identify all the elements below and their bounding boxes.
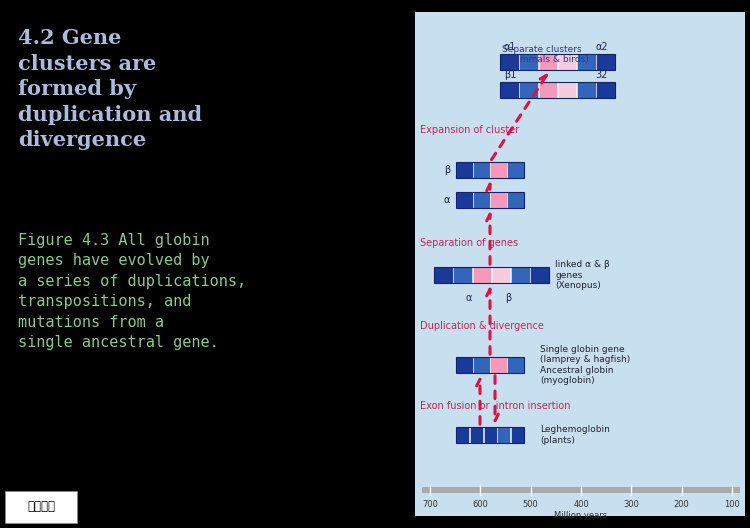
Bar (500, 54, 615, 70)
Bar (558, 82, 576, 98)
Bar (507, 192, 524, 208)
Bar (434, 267, 549, 283)
Bar (558, 54, 576, 70)
Text: 700: 700 (422, 500, 438, 509)
Bar (456, 162, 472, 178)
Bar (456, 192, 472, 208)
Bar (415, 12, 745, 516)
Text: α2: α2 (595, 42, 608, 52)
Text: Leghemoglobin
(plants): Leghemoglobin (plants) (540, 425, 610, 445)
Bar (500, 54, 519, 70)
Bar (507, 162, 524, 178)
Bar (456, 357, 524, 373)
Bar (456, 427, 470, 443)
Text: Single globin gene
(lamprey & hagfish)
Ancestral globin
(myoglobin): Single globin gene (lamprey & hagfish) A… (540, 345, 630, 385)
Bar (520, 82, 538, 98)
Text: α: α (465, 293, 472, 303)
Bar (507, 357, 524, 373)
Bar (497, 427, 510, 443)
Bar (456, 427, 524, 443)
Bar (500, 82, 615, 98)
Text: Million years: Million years (554, 511, 608, 520)
Bar (434, 267, 453, 283)
Bar (422, 487, 740, 493)
Text: β: β (444, 165, 450, 175)
Text: 清华大学: 清华大学 (27, 501, 55, 514)
Text: Expansion of cluster: Expansion of cluster (420, 125, 519, 135)
Bar (490, 192, 507, 208)
Bar (511, 267, 530, 283)
Text: 100: 100 (724, 500, 740, 509)
Bar (456, 357, 472, 373)
Text: 300: 300 (623, 500, 639, 509)
Text: 600: 600 (472, 500, 488, 509)
Bar (472, 267, 491, 283)
Text: 500: 500 (523, 500, 538, 509)
Bar (596, 82, 615, 98)
Bar (470, 427, 483, 443)
Text: Exon fusion or  intron insertion: Exon fusion or intron insertion (420, 401, 571, 411)
Bar (492, 267, 510, 283)
Text: 4.2 Gene
clusters are
formed by
duplication and
divergence: 4.2 Gene clusters are formed by duplicat… (18, 28, 203, 150)
Text: β: β (506, 293, 512, 303)
Bar (473, 357, 490, 373)
Text: Duplication & divergence: Duplication & divergence (420, 321, 544, 331)
Bar (456, 192, 524, 208)
Bar (500, 82, 519, 98)
Bar (538, 82, 557, 98)
Text: β1: β1 (504, 70, 516, 80)
Text: linked α & β
genes
(Xenopus): linked α & β genes (Xenopus) (555, 260, 610, 290)
Bar (5, 491, 77, 523)
Bar (511, 427, 524, 443)
Text: α: α (444, 195, 450, 205)
Text: Figure 4.3 All globin
genes have evolved by
a series of duplications,
transposit: Figure 4.3 All globin genes have evolved… (18, 233, 246, 350)
Bar (484, 427, 496, 443)
Text: Separate clusters
(mammals & birds): Separate clusters (mammals & birds) (502, 44, 589, 64)
Bar (454, 267, 472, 283)
Text: 200: 200 (674, 500, 689, 509)
Text: 400: 400 (573, 500, 589, 509)
Bar (596, 54, 615, 70)
Bar (520, 54, 538, 70)
Bar (577, 82, 596, 98)
Bar (473, 192, 490, 208)
Text: Separation of genes: Separation of genes (420, 239, 518, 249)
Bar (530, 267, 549, 283)
Text: α1: α1 (504, 42, 517, 52)
Bar (456, 162, 524, 178)
Bar (473, 162, 490, 178)
Bar (490, 357, 507, 373)
Text: 32: 32 (595, 70, 608, 80)
Bar (577, 54, 596, 70)
Bar (538, 54, 557, 70)
Bar (490, 162, 507, 178)
